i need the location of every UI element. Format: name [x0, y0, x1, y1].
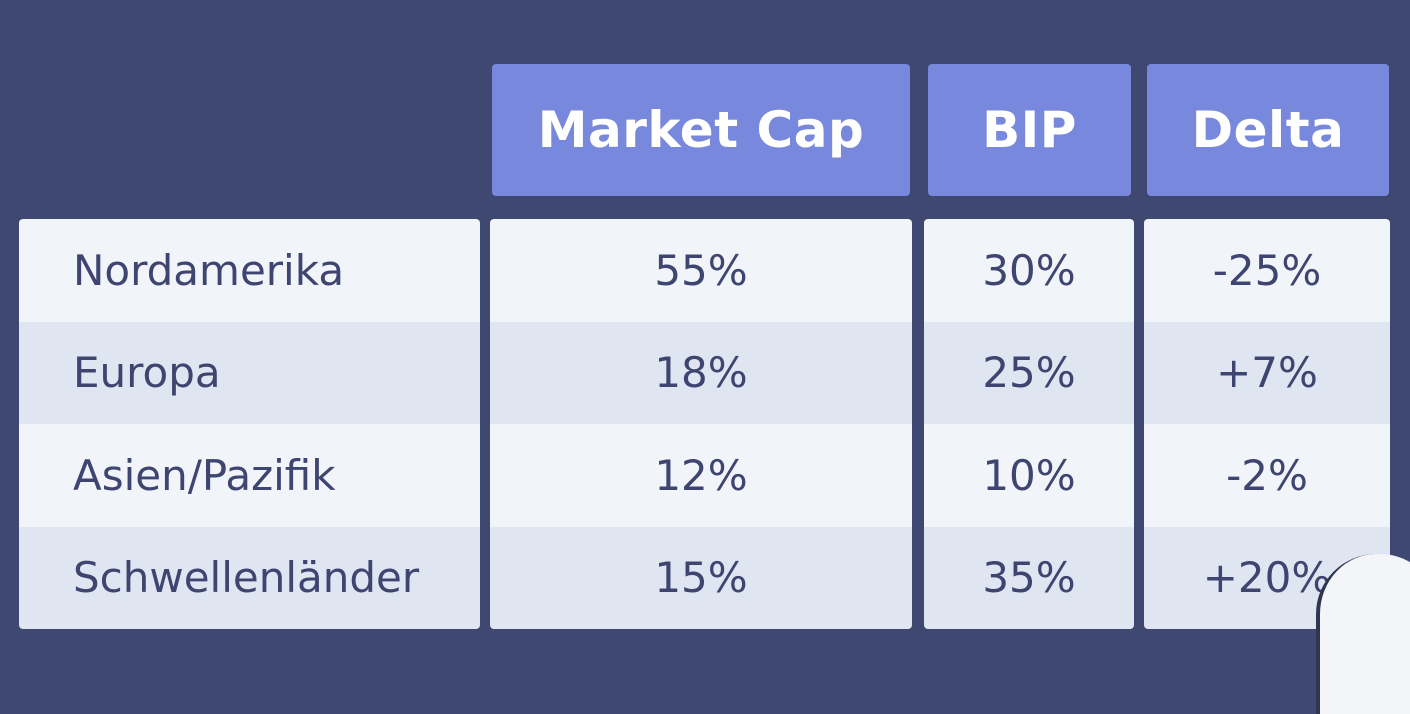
bip-cell: 10%: [924, 424, 1134, 527]
market-cap-cell: 12%: [490, 424, 912, 527]
market-cap-cell: 55%: [490, 219, 912, 322]
market-cap-cell: 15%: [490, 526, 912, 629]
header-market-cap: Market Cap: [492, 64, 910, 196]
delta-cell: -2%: [1144, 424, 1390, 527]
region-column: Nordamerika Europa Asien/Pazifik Schwell…: [19, 219, 480, 629]
delta-column: -25% +7% -2% +20%: [1144, 219, 1390, 629]
delta-cell: +7%: [1144, 321, 1390, 424]
delta-cell: -25%: [1144, 219, 1390, 322]
bip-cell: 30%: [924, 219, 1134, 322]
bip-cell: 25%: [924, 321, 1134, 424]
presenter-shoulder: [1316, 554, 1410, 714]
header-bip: BIP: [928, 64, 1131, 196]
bip-cell: 35%: [924, 526, 1134, 629]
region-cell: Schwellenländer: [19, 526, 480, 629]
header-delta: Delta: [1147, 64, 1389, 196]
region-cell: Nordamerika: [19, 219, 480, 322]
bip-column: 30% 25% 10% 35%: [924, 219, 1134, 629]
market-cap-column: 55% 18% 12% 15%: [490, 219, 912, 629]
region-cell: Europa: [19, 321, 480, 424]
region-cell: Asien/Pazifik: [19, 424, 480, 527]
market-cap-cell: 18%: [490, 321, 912, 424]
